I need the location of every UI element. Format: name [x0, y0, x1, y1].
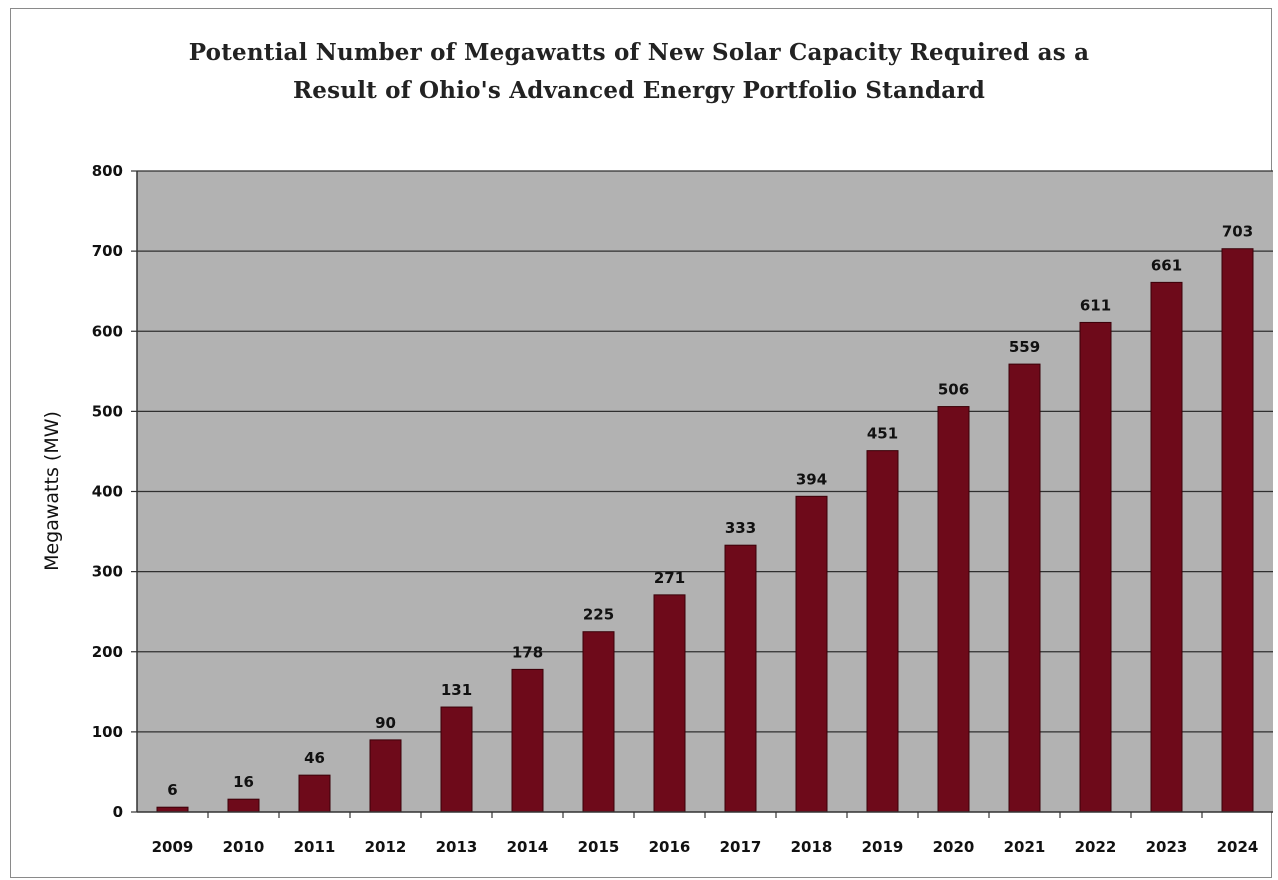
- x-tick-label: 2019: [862, 838, 904, 856]
- data-label: 178: [512, 643, 543, 661]
- bar: [795, 495, 828, 813]
- x-tick-label: 2022: [1075, 838, 1117, 856]
- data-label: 559: [1009, 338, 1040, 356]
- bar: [1221, 248, 1254, 813]
- y-axis-label: Megawatts (MW): [41, 411, 63, 571]
- data-label: 451: [867, 425, 898, 443]
- y-tick-label: 800: [92, 162, 123, 180]
- data-label: 703: [1222, 223, 1253, 241]
- y-tick-label: 400: [92, 483, 123, 501]
- bar: [653, 594, 686, 813]
- data-label: 225: [583, 606, 614, 624]
- chart-title-line-1: Potential Number of Megawatts of New Sol…: [188, 39, 1090, 66]
- x-tick-label: 2021: [1004, 838, 1046, 856]
- bar: [298, 774, 331, 813]
- x-tick-label: 2012: [365, 838, 407, 856]
- data-label: 131: [441, 681, 472, 699]
- bar: [582, 631, 615, 813]
- y-tick-label: 600: [92, 322, 123, 340]
- data-label: 394: [796, 470, 827, 488]
- bar: [369, 739, 402, 813]
- chart-title-line-2: Result of Ohio's Advanced Energy Portfol…: [292, 77, 986, 104]
- chart-title: Potential Number of Megawatts of New Sol…: [0, 34, 1278, 110]
- bar: [1008, 363, 1041, 813]
- bar: [866, 450, 899, 813]
- data-label: 611: [1080, 296, 1111, 314]
- bar: [1150, 281, 1183, 813]
- data-label: 6: [167, 781, 177, 799]
- x-tick-label: 2015: [578, 838, 620, 856]
- data-label: 46: [304, 749, 325, 767]
- y-tick-label: 100: [92, 723, 123, 741]
- x-tick-label: 2011: [294, 838, 336, 856]
- x-tick-label: 2013: [436, 838, 478, 856]
- bar: [511, 668, 544, 813]
- x-tick-label: 2018: [791, 838, 833, 856]
- data-labels: 6 16 46 90 131 178 225 271 333 394 451 506 559 611 661…: [167, 223, 1253, 799]
- bars: [156, 248, 1254, 813]
- x-tick-label: 2017: [720, 838, 762, 856]
- data-label: 271: [654, 569, 685, 587]
- x-tick-label: 2010: [223, 838, 265, 856]
- x-tick-label: 2014: [507, 838, 549, 856]
- bar: [724, 544, 757, 813]
- y-tick-label: 300: [92, 563, 123, 581]
- data-label: 661: [1151, 256, 1182, 274]
- bar: [227, 798, 260, 813]
- x-tick-label: 2023: [1146, 838, 1188, 856]
- y-tick-label: 200: [92, 643, 123, 661]
- x-tick-label: 2016: [649, 838, 691, 856]
- bar: [1079, 321, 1112, 813]
- data-label: 90: [375, 714, 396, 732]
- data-label: 333: [725, 519, 756, 537]
- data-label: 16: [233, 773, 254, 791]
- x-tick-label: 2009: [152, 838, 194, 856]
- bar: [937, 406, 970, 813]
- y-tick-label: 700: [92, 242, 123, 260]
- y-axis-ticks: 0 100 200 300 400 500 600 700 800: [92, 162, 137, 821]
- data-label: 506: [938, 381, 969, 399]
- x-axis-ticks: 2009 2010 2011 2012 2013 2014 2015 2016 2017 2018…: [152, 812, 1259, 856]
- x-tick-label: 2024: [1217, 838, 1259, 856]
- y-tick-label: 500: [92, 402, 123, 420]
- bar: [440, 706, 473, 813]
- y-tick-label: 0: [113, 803, 123, 821]
- x-tick-label: 2020: [933, 838, 975, 856]
